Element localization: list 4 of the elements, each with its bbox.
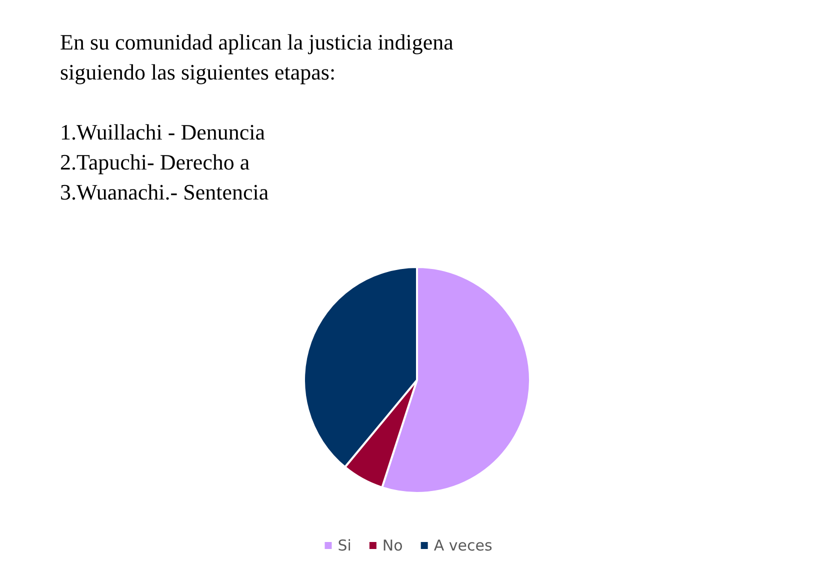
chart-title: En su comunidad aplican la justicia indigena siguiendo las siguientes etapas: 1.Wuillachi - Denuncia 2.Tapuchi- Derecho a 3.Wuanachi.- Sentencia: [60, 30, 454, 204]
legend-label: Si: [338, 536, 352, 554]
legend-label: A veces: [434, 536, 492, 554]
legend-label: No: [382, 536, 403, 554]
